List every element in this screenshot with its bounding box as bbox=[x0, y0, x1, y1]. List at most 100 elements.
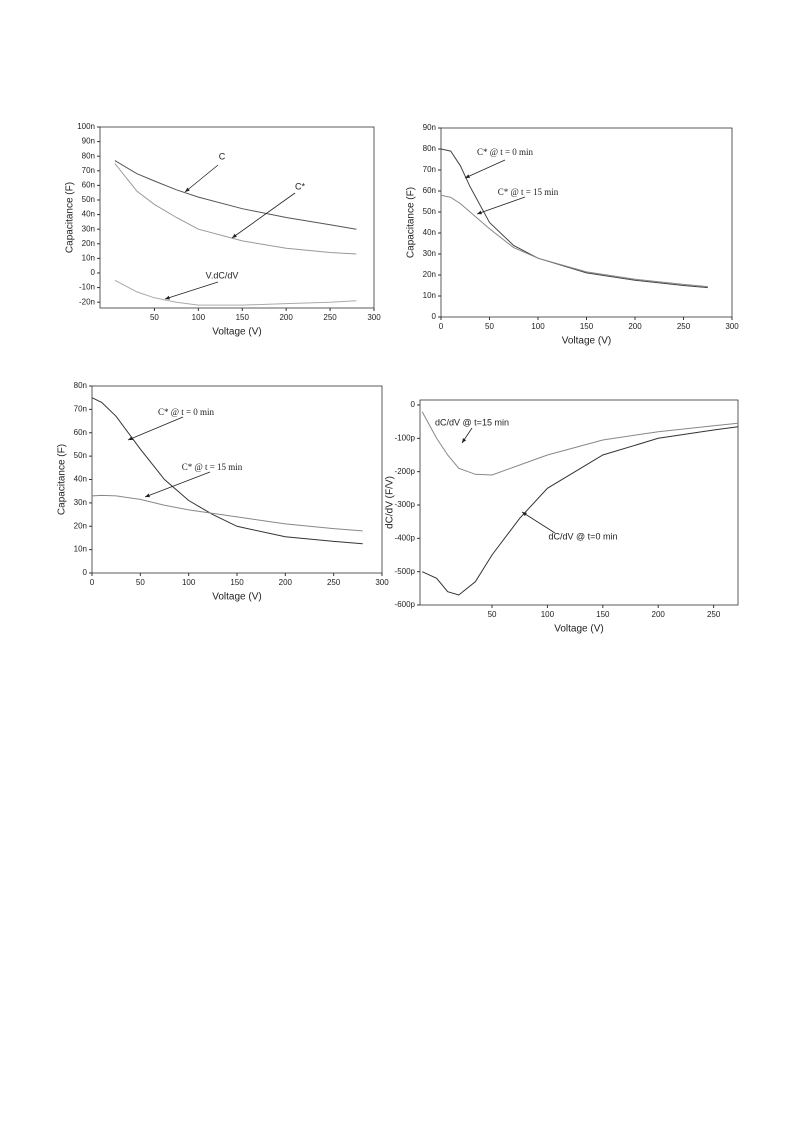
x-tick-label: 150 bbox=[596, 610, 610, 619]
arrow-head bbox=[477, 210, 482, 215]
x-tick-label: 100 bbox=[541, 610, 555, 619]
series-label: C bbox=[219, 151, 226, 161]
x-axis-label: Voltage (V) bbox=[212, 327, 261, 338]
y-tick-label: 20n bbox=[74, 521, 87, 530]
y-tick-label: 0 bbox=[91, 268, 96, 277]
series-line bbox=[114, 279, 357, 306]
x-tick-label: 250 bbox=[327, 578, 341, 587]
y-tick-label: 60n bbox=[74, 428, 87, 437]
series-label: C* @ t = 0 min bbox=[158, 407, 215, 417]
y-axis-label: Capacitance (F) bbox=[57, 444, 68, 515]
x-tick-label: 200 bbox=[628, 322, 642, 331]
y-tick-label: -20n bbox=[79, 297, 95, 306]
y-tick-label: 100n bbox=[77, 122, 95, 131]
plot-frame bbox=[419, 399, 739, 606]
annotation-arrow bbox=[164, 281, 219, 300]
x-tick-label: 100 bbox=[192, 313, 206, 322]
y-tick-label: 60n bbox=[423, 186, 436, 195]
y-tick-label: 70n bbox=[423, 165, 436, 174]
annotation-arrow bbox=[127, 416, 184, 441]
y-tick-label: 60n bbox=[82, 180, 95, 189]
y-tick-label: 10n bbox=[423, 291, 436, 300]
x-tick-label: 50 bbox=[136, 578, 145, 587]
annotation-arrow bbox=[521, 511, 556, 534]
x-tick-label: 250 bbox=[323, 313, 337, 322]
arrow-head bbox=[128, 436, 133, 441]
y-axis-label: Capacitance (F) bbox=[65, 182, 76, 253]
y-tick-label: 0 bbox=[432, 312, 437, 321]
series-line bbox=[114, 163, 357, 255]
y-tick-label: 70n bbox=[74, 404, 87, 413]
x-tick-label: 0 bbox=[439, 322, 444, 331]
x-tick-label: 50 bbox=[150, 313, 159, 322]
series-line bbox=[440, 194, 708, 288]
y-tick-label: 30n bbox=[74, 498, 87, 507]
x-tick-label: 200 bbox=[279, 578, 293, 587]
y-tick-label: -500p bbox=[395, 567, 416, 576]
y-tick-label: 90n bbox=[82, 137, 95, 146]
series-label: C* @ t = 15 min bbox=[498, 187, 559, 197]
series-line bbox=[91, 494, 363, 532]
y-tick-label: 10n bbox=[82, 253, 95, 262]
series-label: C* bbox=[295, 181, 305, 191]
series-label: dC/dV @ t=15 min bbox=[435, 417, 509, 427]
x-tick-label: 250 bbox=[707, 610, 721, 619]
y-tick-label: -600p bbox=[395, 600, 416, 609]
y-tick-label: 20n bbox=[423, 270, 436, 279]
series-line bbox=[421, 426, 739, 596]
series-label: C* @ t = 15 min bbox=[182, 462, 243, 472]
x-tick-label: 200 bbox=[652, 610, 666, 619]
plot-frame bbox=[99, 126, 375, 309]
y-tick-label: -200p bbox=[395, 467, 416, 476]
x-tick-label: 150 bbox=[236, 313, 250, 322]
y-tick-label: 40n bbox=[82, 210, 95, 219]
annotation-arrow bbox=[144, 471, 211, 498]
x-tick-label: 150 bbox=[230, 578, 244, 587]
x-axis-label: Voltage (V) bbox=[562, 336, 611, 347]
x-tick-label: 100 bbox=[531, 322, 545, 331]
annotation-arrow bbox=[476, 196, 526, 215]
arrow-head bbox=[462, 438, 467, 443]
arrow-head bbox=[165, 295, 170, 300]
y-tick-label: 0 bbox=[411, 400, 416, 409]
plot-frame bbox=[91, 385, 383, 574]
arrow-head bbox=[145, 493, 150, 498]
x-tick-label: 300 bbox=[367, 313, 381, 322]
x-tick-label: 50 bbox=[485, 322, 494, 331]
arrow-head bbox=[232, 233, 237, 238]
annotation-arrow bbox=[184, 164, 219, 193]
y-tick-label: -10n bbox=[79, 283, 95, 292]
x-tick-label: 200 bbox=[279, 313, 293, 322]
y-tick-label: 80n bbox=[423, 144, 436, 153]
y-tick-label: 30n bbox=[82, 224, 95, 233]
annotation-arrow bbox=[231, 192, 296, 239]
y-axis-label: dC/dV (F/V) bbox=[385, 476, 396, 529]
x-tick-label: 100 bbox=[182, 578, 196, 587]
y-axis-label: Capacitance (F) bbox=[406, 187, 417, 258]
annotation-arrow bbox=[464, 159, 506, 179]
x-tick-label: 150 bbox=[580, 322, 594, 331]
y-tick-label: 90n bbox=[423, 123, 436, 132]
y-tick-label: 20n bbox=[82, 239, 95, 248]
x-tick-label: 300 bbox=[375, 578, 389, 587]
x-axis-label: Voltage (V) bbox=[212, 592, 261, 603]
arrow-head bbox=[522, 512, 527, 517]
x-tick-label: 250 bbox=[677, 322, 691, 331]
y-tick-label: 80n bbox=[74, 381, 87, 390]
y-tick-label: 80n bbox=[82, 151, 95, 160]
y-tick-label: 30n bbox=[423, 249, 436, 258]
series-line bbox=[421, 411, 739, 476]
y-tick-label: 0 bbox=[83, 568, 88, 577]
y-tick-label: -100p bbox=[395, 433, 416, 442]
y-tick-label: 40n bbox=[74, 475, 87, 484]
y-tick-label: -300p bbox=[395, 500, 416, 509]
y-tick-label: 50n bbox=[82, 195, 95, 204]
series-line bbox=[91, 397, 363, 545]
y-tick-label: 50n bbox=[74, 451, 87, 460]
y-tick-label: 40n bbox=[423, 228, 436, 237]
y-tick-label: 10n bbox=[74, 545, 87, 554]
series-label: C* @ t = 0 min bbox=[477, 147, 534, 157]
x-tick-label: 50 bbox=[488, 610, 497, 619]
series-line bbox=[440, 148, 708, 289]
